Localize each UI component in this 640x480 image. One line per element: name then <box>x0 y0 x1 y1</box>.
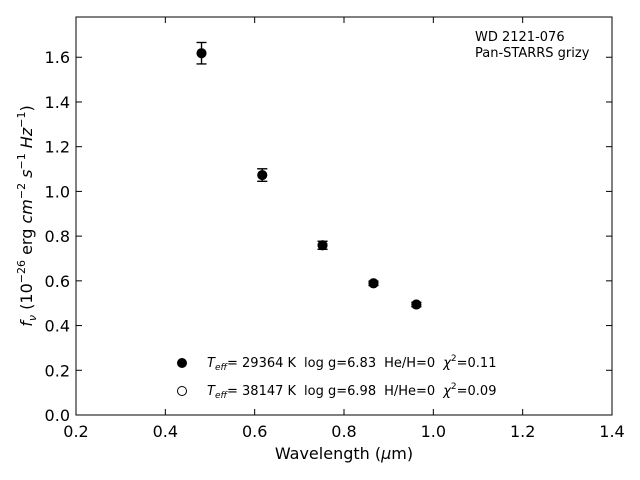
plot-frame <box>75 16 613 416</box>
y-tick-label: 1.0 <box>45 182 70 201</box>
y-tick-label: 1.2 <box>45 138 70 157</box>
x-tick-label: 1.0 <box>421 422 446 441</box>
y-tick-label: 0.6 <box>45 272 70 291</box>
y-tick-label: 0.4 <box>45 317 70 336</box>
data-point-open <box>196 48 207 59</box>
x-tick-label: 1.2 <box>510 422 535 441</box>
annotation-line-2: Pan-STARRS grizy <box>475 46 590 61</box>
x-tick-label: 0.6 <box>242 422 267 441</box>
data-point-open <box>411 299 422 310</box>
x-axis-title: Wavelength (μm) <box>275 444 413 463</box>
x-tick-label: 0.8 <box>331 422 356 441</box>
data-points <box>196 41 422 310</box>
y-tick-label: 0.0 <box>45 406 70 425</box>
y-tick-label: 1.4 <box>45 93 70 112</box>
y-tick-label: 0.2 <box>45 361 70 380</box>
legend-marker-open <box>177 386 187 396</box>
legend-marker-filled <box>177 358 187 368</box>
x-tick-label: 0.2 <box>63 422 88 441</box>
y-tick-label: 0.8 <box>45 227 70 246</box>
x-tick-label: 1.4 <box>599 422 624 441</box>
annotation-line-1: WD 2121-076 <box>475 30 565 45</box>
ticks: 0.2 0.4 0.6 0.8 1.0 1.2 1.40.00.20.40.60.81.01… <box>45 17 625 441</box>
y-tick-label: 1.6 <box>45 48 70 67</box>
x-tick-label: 0.4 <box>153 422 178 441</box>
data-point-open <box>317 240 328 251</box>
data-point-open <box>368 278 379 289</box>
y-axis-title: fν (10−26 erg cm−2 s−1 Hz−1) <box>15 105 39 326</box>
data-point-open <box>257 170 268 181</box>
